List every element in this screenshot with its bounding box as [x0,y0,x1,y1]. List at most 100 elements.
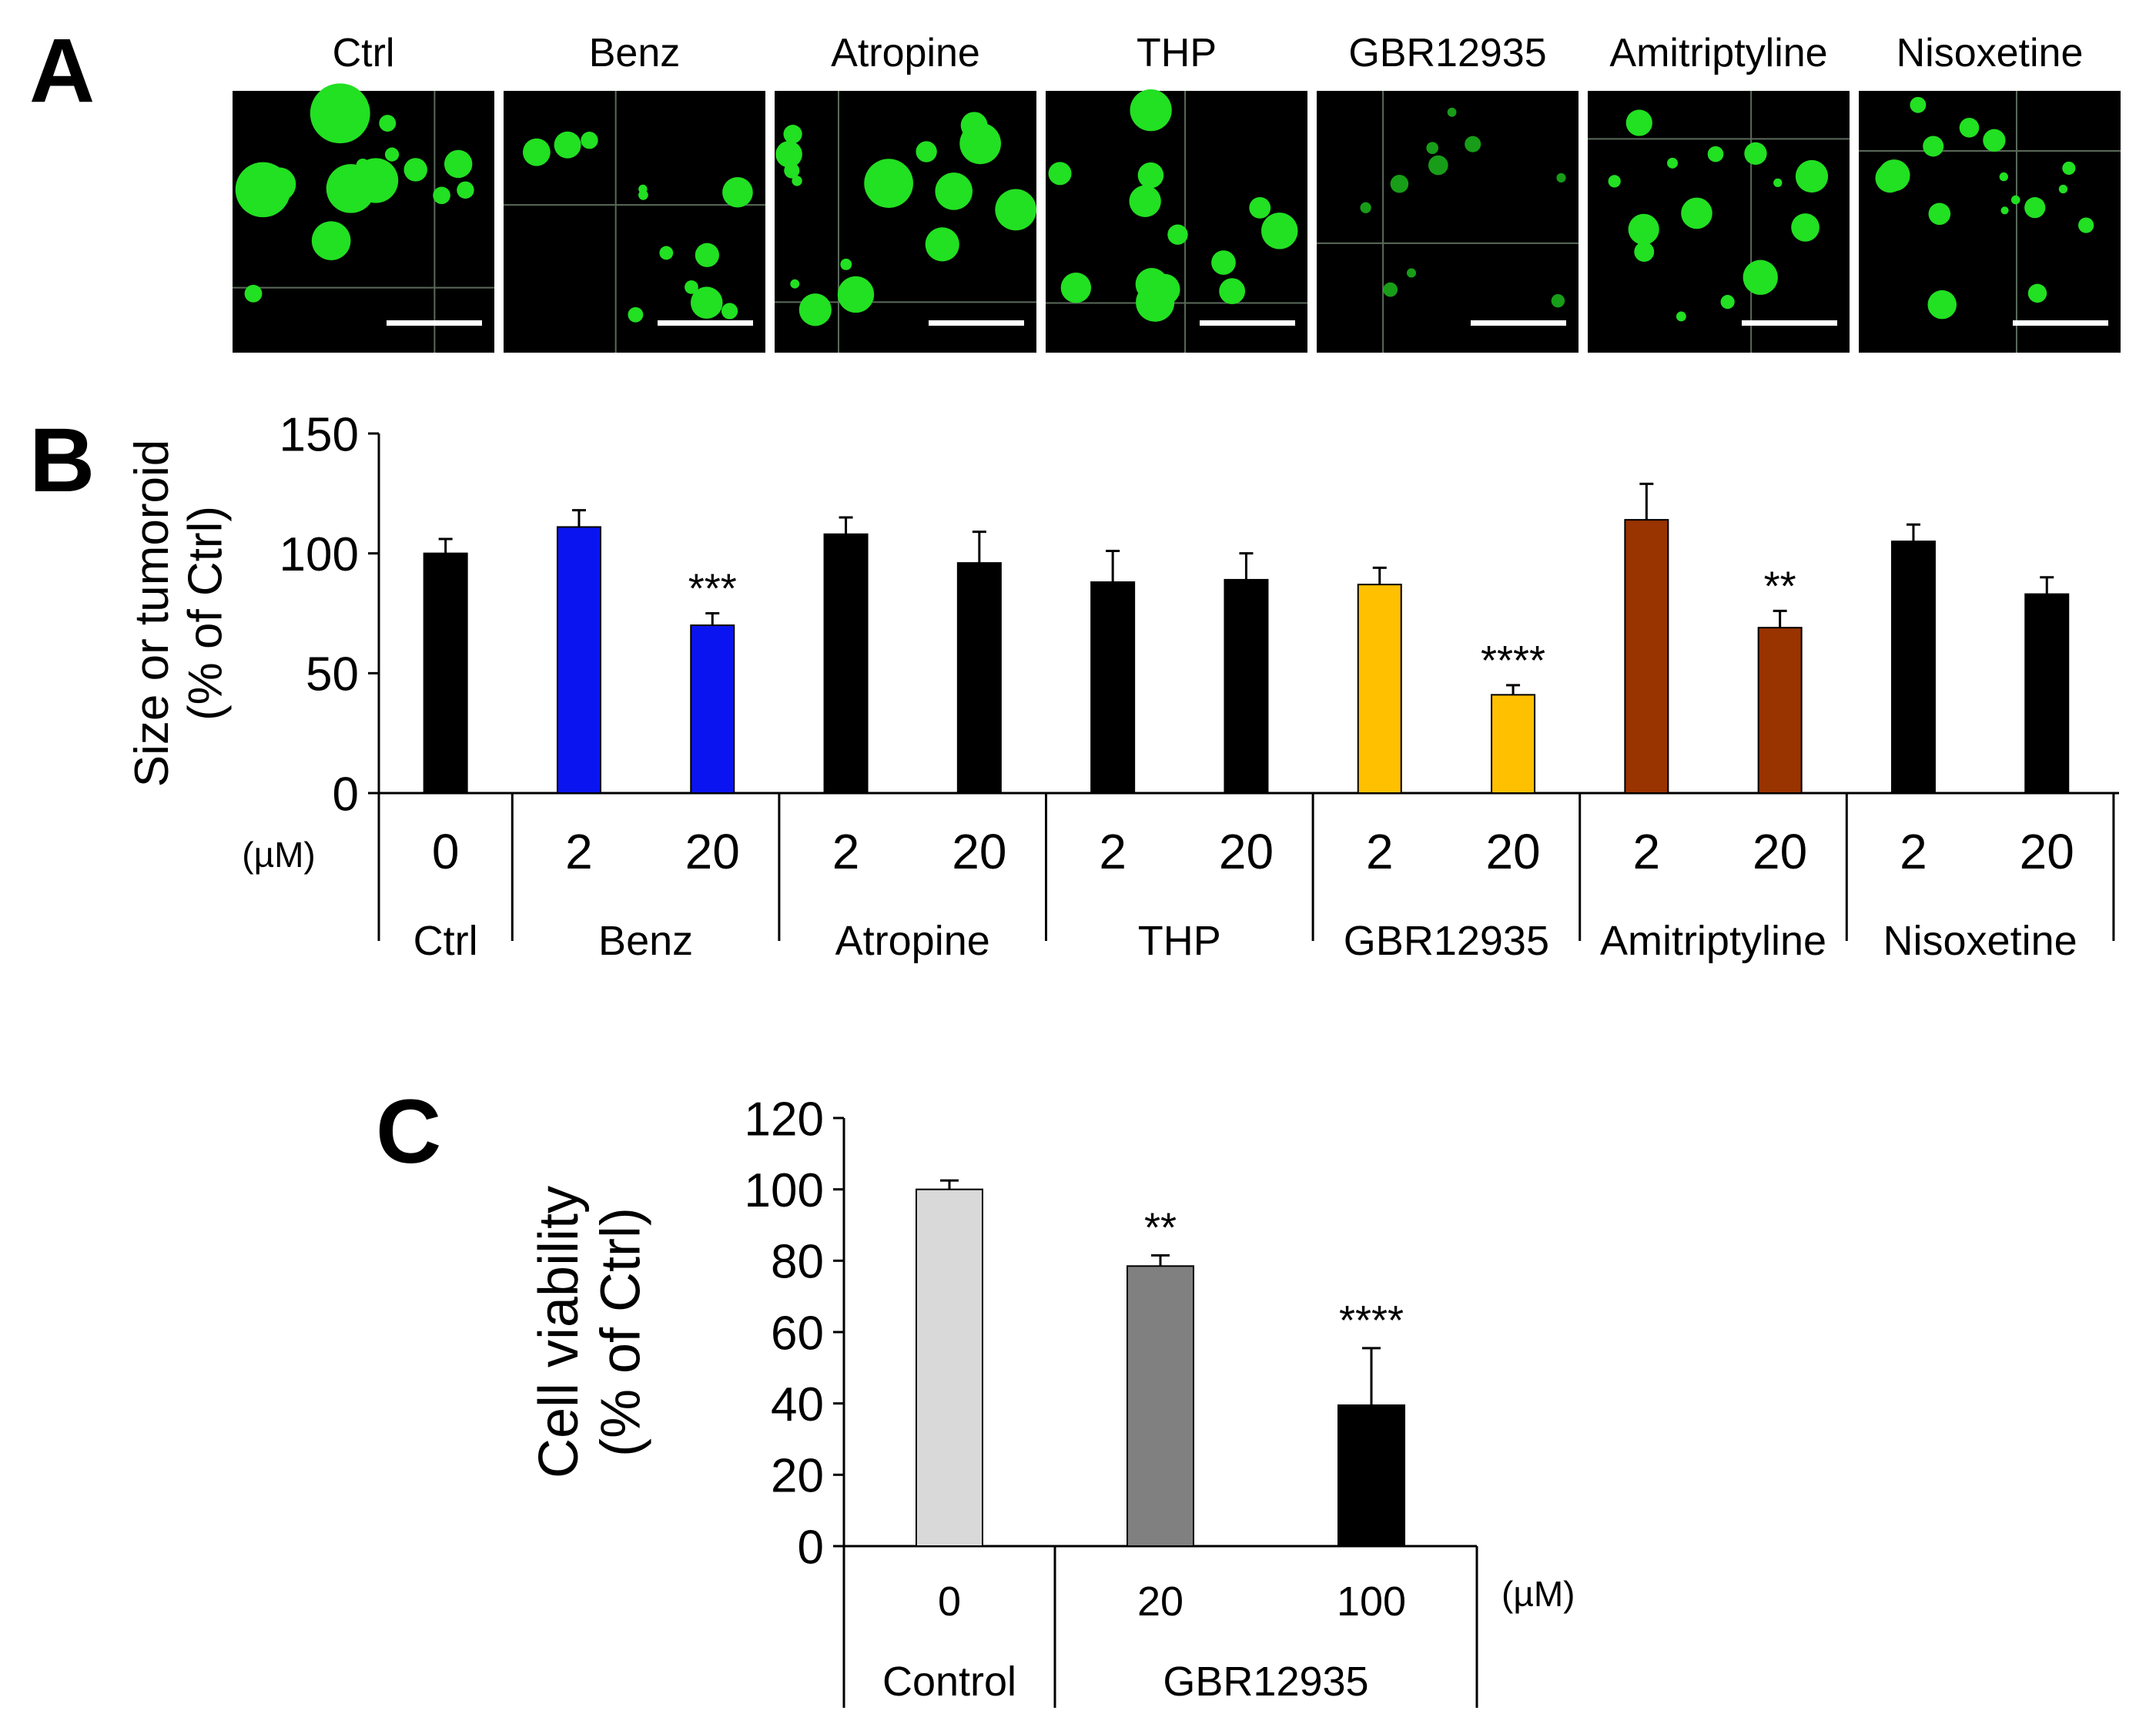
dose-label: 2 [565,824,593,879]
tumoroid [1406,268,1417,278]
tumoroid [1720,295,1735,310]
dose-label: 100 [1337,1578,1406,1625]
tumoroid [1795,159,1829,193]
tumoroid [1625,109,1652,136]
tumoroid [1048,162,1072,186]
tumoroid [1959,118,1980,138]
dose-label: 20 [1485,824,1540,879]
micrograph-label: Amitriptyline [1609,31,1827,75]
dose-label: 20 [685,824,740,879]
tumoroid [721,303,738,320]
y-axis-title: Cell viability (% of Ctrl) [528,1186,652,1478]
tumoroid [1060,273,1092,303]
bar [1224,578,1269,794]
scale-bar [2013,320,2108,326]
bar [1757,627,1803,794]
tumoroid [1743,259,1778,295]
tumoroid [1608,175,1621,188]
dose-label: 20 [1137,1578,1183,1625]
tumoroid [837,276,875,313]
tumoroid [798,293,832,326]
tumoroid [457,181,474,199]
micrograph-label: Benz [589,31,681,75]
micrograph-label: GBR12935 [1348,31,1546,75]
group-label: Ctrl [413,918,478,964]
tumoroid [1129,185,1161,218]
micrograph-label: Atropine [831,31,980,75]
bar [1090,581,1136,794]
tumoroid [995,189,1037,231]
tumoroid [1634,242,1655,263]
bar [1624,519,1669,795]
significance-marker: ** [1144,1204,1177,1250]
y-tick-label: 60 [771,1307,824,1360]
tumoroid [783,125,802,144]
tumoroid [1999,172,2008,182]
tumoroid [628,306,644,323]
y-tick-label: 80 [771,1236,824,1289]
micrograph-label: Ctrl [333,31,395,75]
tumoroid [1274,229,1286,242]
panel-letter-b: B [29,410,95,511]
tumoroid [1707,146,1724,162]
tumoroid [262,167,296,202]
micrograph-label: Nisoxetine [1897,31,2084,75]
tumoroid [1556,172,1566,182]
dose-label: 2 [1900,824,1927,879]
tumoroid [1667,157,1678,169]
tumoroid [1211,250,1236,275]
bar [916,1188,983,1547]
dose-label: 2 [1633,824,1661,879]
micrograph-image [233,91,494,353]
tumoroid [722,176,753,208]
y-axis-label-line2: (% of Ctrl) [179,506,232,721]
significance-marker: ** [1764,563,1796,609]
group-label: GBR12935 [1163,1659,1368,1705]
tumoroid [1137,162,1164,189]
tumoroid [1927,290,1957,320]
tumoroid [2010,195,2020,205]
tumoroid [840,258,852,270]
tumoroid [1744,142,1767,166]
bar [956,562,1002,794]
dose-label: 20 [2020,824,2074,879]
dose-label: 0 [938,1578,961,1625]
tumoroid [659,246,674,260]
tumoroid [2078,217,2094,233]
group-label: Control [882,1659,1016,1705]
group-label: Nisoxetine [1883,918,2077,964]
bar [1491,694,1536,794]
tumoroid [311,221,351,260]
y-axis-title: Size or tumoroid (% of Ctrl) [126,440,232,787]
tumoroid [1773,178,1783,188]
tumoroid [1551,293,1565,308]
tumoroid [864,159,913,208]
chart-c: 0 20 40 60 80 100 120 Cell viability (% of Ctrl)… [528,1093,1575,1708]
bar [556,526,601,794]
tumoroid [1360,202,1371,213]
significance-marker: **** [1339,1297,1404,1344]
tumoroid [925,227,959,262]
tumoroid [960,112,988,139]
tumoroid [1447,107,1457,117]
tumoroid [444,149,473,179]
tumoroid [2058,184,2068,194]
chart-b: 0 50 100 150 Size or tumoroid (% of Ctrl) Ctrl… [126,408,2119,964]
tumoroid [935,172,973,210]
tumoroid [775,141,802,168]
group-label: Amitriptyline [1600,918,1826,964]
tumoroid [695,243,719,267]
tumoroid [2027,283,2047,303]
scale-bar [1742,320,1837,326]
tumoroid [1249,196,1271,219]
tumoroid [581,132,598,149]
tumoroid [522,138,551,166]
y-tick-label: 100 [280,528,359,581]
y-axis-label-line1: Size or tumoroid [126,440,179,787]
tumoroid [1681,197,1712,229]
bar [823,533,869,794]
tumoroid [1219,278,1246,305]
dose-label: 2 [1366,824,1394,879]
tumoroid [1383,282,1398,297]
scale-bar [658,320,753,326]
